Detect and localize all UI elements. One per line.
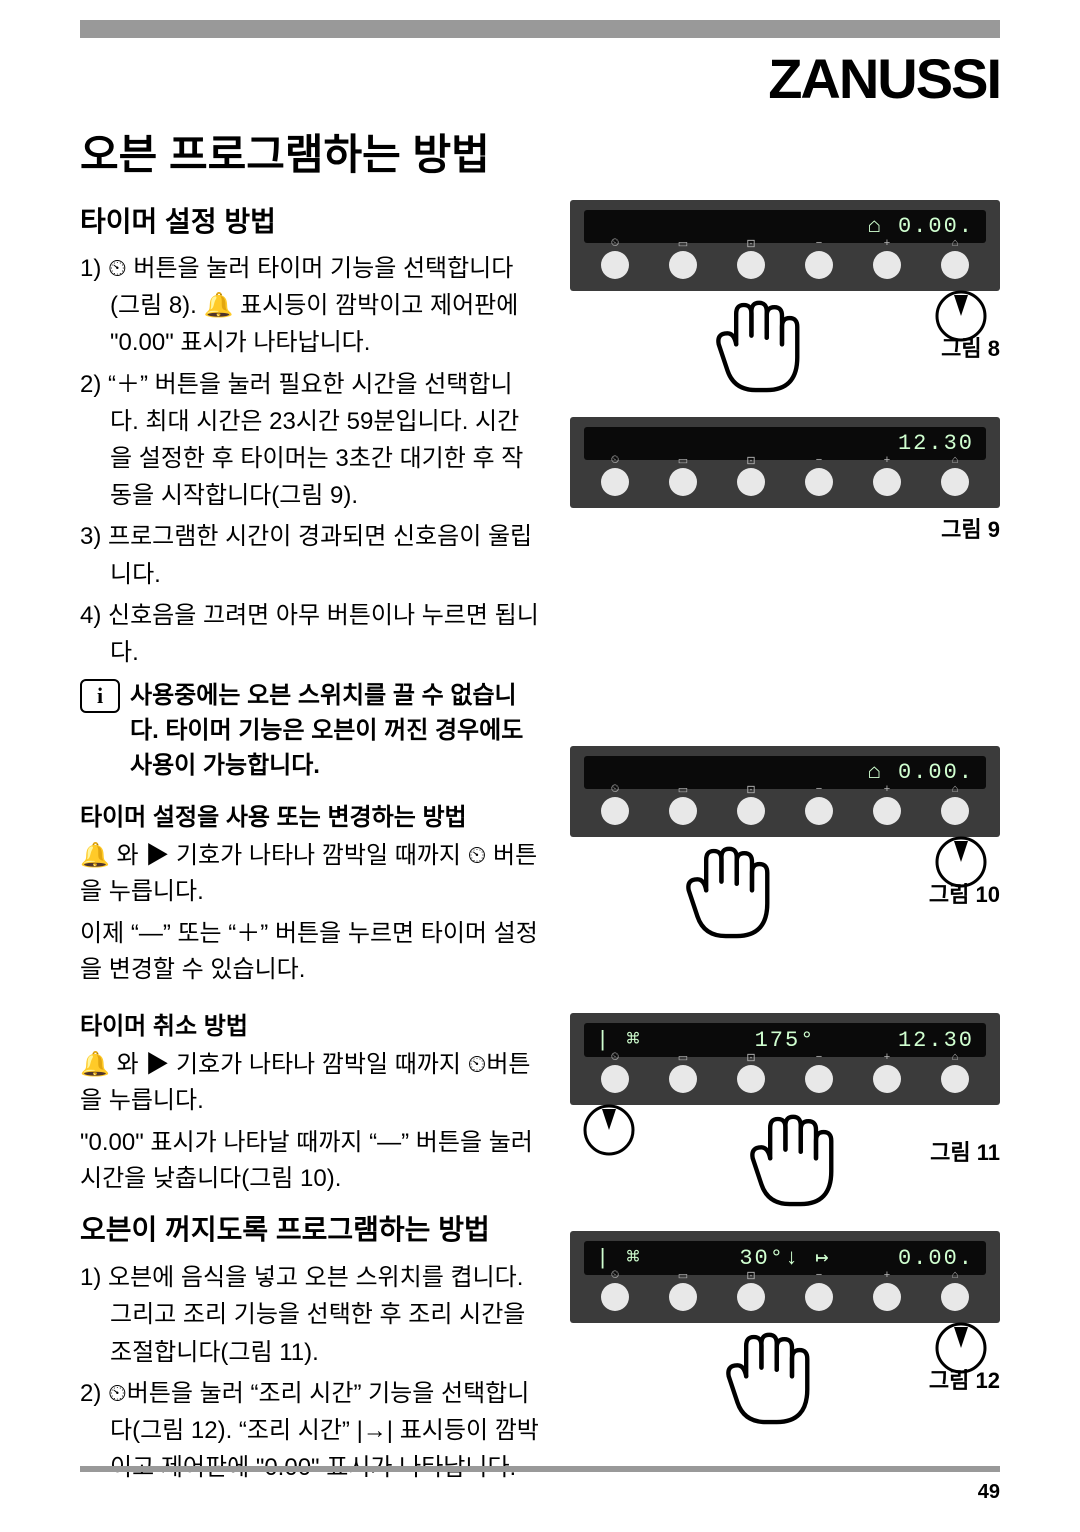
panel-btn: ▭ <box>669 1065 697 1093</box>
control-panel-fig10: ⌂ 0.00. ⏲ ▭ ⊡ − + ⌂ <box>570 746 1000 837</box>
panel-buttons-fig11: ⏲ ▭ ⊡ − + ⌂ <box>584 1065 986 1093</box>
panel-btn: ▭ <box>669 797 697 825</box>
figure-12: | ⌘ 30°↓ ↦ 0.00. ⏲ ▭ ⊡ − + ⌂ <box>570 1231 1000 1413</box>
display-value-fig10: ⌂ 0.00. <box>848 760 974 785</box>
display-value-fig9: 12.30 <box>848 431 974 456</box>
brand-logo: ZANUSSI <box>80 46 1000 111</box>
panel-btn: − <box>805 1065 833 1093</box>
hand-icon-fig11 <box>737 1095 847 1215</box>
section-a-heading: 타이머 설정 방법 <box>80 200 540 240</box>
panel-btn: ⌂ <box>941 468 969 496</box>
panel-btn: + <box>873 1065 901 1093</box>
section-a-item-2: 2) “＋” 버튼을 눌러 필요한 시간을 선택합니다. 최대 시간은 23시간… <box>80 366 540 515</box>
section-a-item-3: 3) 프로그램한 시간이 경과되면 신호음이 울립니다. <box>80 518 540 592</box>
panel-btn: ⌂ <box>941 1283 969 1311</box>
control-panel-fig8: ⌂ 0.00. ⏲ ▭ ⊡ − + ⌂ <box>570 200 1000 291</box>
section-b-line-2: 이제 “—” 또는 “＋” 버튼을 누르면 타이머 설정을 변경할 수 있습니다… <box>80 916 540 988</box>
section-c-heading: 타이머 취소 방법 <box>80 1006 540 1041</box>
panel-btn: ⊡ <box>737 1283 765 1311</box>
display-left-fig12: | ⌘ <box>596 1245 722 1271</box>
display-left-fig11: | ⌘ <box>596 1027 722 1053</box>
display-fig9: 12.30 <box>584 427 986 460</box>
section-c-line-2: "0.00" 표시가 나타날 때까지 “—” 버튼을 눌러 시간을 낮춥니다(그… <box>80 1125 540 1197</box>
display-fig11: | ⌘ 175° 12.30 <box>584 1023 986 1057</box>
section-d-heading: 오븐이 꺼지도록 프로그램하는 방법 <box>80 1211 540 1249</box>
panel-buttons-fig10: ⏲ ▭ ⊡ − + ⌂ <box>584 797 986 825</box>
panel-btn: − <box>805 1283 833 1311</box>
panel-btn-4: − <box>805 251 833 279</box>
panel-btn-2: ▭ <box>669 251 697 279</box>
panel-buttons-fig9: ⏲ ▭ ⊡ − + ⌂ <box>584 468 986 496</box>
section-b-line-1: 🔔 와 ▶ 기호가 나타나 깜박일 때까지 ⏲ 버튼을 누릅니다. <box>80 838 540 910</box>
panel-btn: + <box>873 1283 901 1311</box>
section-d-item-1: 1) 오븐에 음식을 넣고 오븐 스위치를 켭니다. 그리고 조리 기능을 선택… <box>80 1259 540 1371</box>
content-columns: 타이머 설정 방법 1) ⏲ 버튼을 눌러 타이머 기능을 선택합니다(그림 8… <box>80 200 1000 1490</box>
panel-btn: ▭ <box>669 1283 697 1311</box>
display-right-fig12: 0.00. <box>848 1246 974 1271</box>
panel-btn-5: + <box>873 251 901 279</box>
panel-btn: − <box>805 797 833 825</box>
panel-btn: ⊡ <box>737 468 765 496</box>
page-number: 49 <box>978 1481 1000 1504</box>
panel-btn: ▭ <box>669 468 697 496</box>
panel-buttons-fig12: ⏲ ▭ ⊡ − + ⌂ <box>584 1283 986 1311</box>
panel-btn: ⏲ <box>601 1283 629 1311</box>
panel-btn: ⏲ <box>601 468 629 496</box>
section-c-line-1: 🔔 와 ▶ 기호가 나타나 깜박일 때까지 ⏲버튼을 누릅니다. <box>80 1047 540 1119</box>
info-text: 사용중에는 오븐 스위치를 끌 수 없습니다. 타이머 기능은 오븐이 꺼진 경… <box>130 679 540 783</box>
hand-icon-fig10 <box>673 827 783 947</box>
display-fig10: ⌂ 0.00. <box>584 756 986 789</box>
header-bar <box>80 20 1000 38</box>
panel-btn: − <box>805 468 833 496</box>
panel-btn: ⊡ <box>737 1065 765 1093</box>
figure-11: | ⌘ 175° 12.30 ⏲ ▭ ⊡ − + ⌂ <box>570 1013 1000 1227</box>
hand-icon-fig12 <box>713 1313 823 1433</box>
panel-btn: + <box>873 797 901 825</box>
panel-btn: ⊡ <box>737 797 765 825</box>
right-column: ⌂ 0.00. ⏲ ▭ ⊡ − + ⌂ <box>570 200 1000 1490</box>
figure-9-label: 그림 9 <box>570 512 1000 544</box>
control-panel-fig11: | ⌘ 175° 12.30 ⏲ ▭ ⊡ − + ⌂ <box>570 1013 1000 1105</box>
hand-icon-fig8 <box>703 281 813 401</box>
display-right-fig11: 12.30 <box>848 1028 974 1053</box>
section-a-item-1: 1) ⏲ 버튼을 눌러 타이머 기능을 선택합니다(그림 8). 🔔 표시등이 … <box>80 250 540 362</box>
display-mid-fig12: 30°↓ ↦ <box>722 1245 848 1271</box>
panel-btn-6: ⌂ <box>941 251 969 279</box>
panel-btn: ⌂ <box>941 797 969 825</box>
figure-10-label: 그림 10 <box>570 877 1000 909</box>
panel-btn: ⌂ <box>941 1065 969 1093</box>
display-fig12: | ⌘ 30°↓ ↦ 0.00. <box>584 1241 986 1275</box>
display-mid-fig11: 175° <box>722 1028 848 1053</box>
info-icon: i <box>80 679 120 713</box>
info-callout: i 사용중에는 오븐 스위치를 끌 수 없습니다. 타이머 기능은 오븐이 꺼진… <box>80 679 540 783</box>
display-fig8: ⌂ 0.00. <box>584 210 986 243</box>
figure-8: ⌂ 0.00. ⏲ ▭ ⊡ − + ⌂ <box>570 200 1000 413</box>
panel-buttons-fig8: ⏲ ▭ ⊡ − + ⌂ <box>584 251 986 279</box>
section-b-heading: 타이머 설정을 사용 또는 변경하는 방법 <box>80 797 540 832</box>
knob-left-fig11 <box>582 1103 636 1157</box>
left-column: 타이머 설정 방법 1) ⏲ 버튼을 눌러 타이머 기능을 선택합니다(그림 8… <box>80 200 540 1490</box>
control-panel-fig12: | ⌘ 30°↓ ↦ 0.00. ⏲ ▭ ⊡ − + ⌂ <box>570 1231 1000 1323</box>
display-value-fig8: ⌂ 0.00. <box>848 214 974 239</box>
panel-btn-3: ⊡ <box>737 251 765 279</box>
panel-btn: ⏲ <box>601 797 629 825</box>
panel-btn-1: ⏲ <box>601 251 629 279</box>
control-panel-fig9: 12.30 ⏲ ▭ ⊡ − + ⌂ <box>570 417 1000 508</box>
figure-9: 12.30 ⏲ ▭ ⊡ − + ⌂ 그림 9 <box>570 417 1000 562</box>
section-a-item-4: 4) 신호음을 끄려면 아무 버튼이나 누르면 됩니다. <box>80 597 540 671</box>
footer-bar <box>80 1466 1000 1472</box>
panel-btn: + <box>873 468 901 496</box>
panel-btn: ⏲ <box>601 1065 629 1093</box>
figure-10: ⌂ 0.00. ⏲ ▭ ⊡ − + ⌂ <box>570 746 1000 969</box>
page-title: 오븐 프로그램하는 방법 <box>80 121 1000 182</box>
